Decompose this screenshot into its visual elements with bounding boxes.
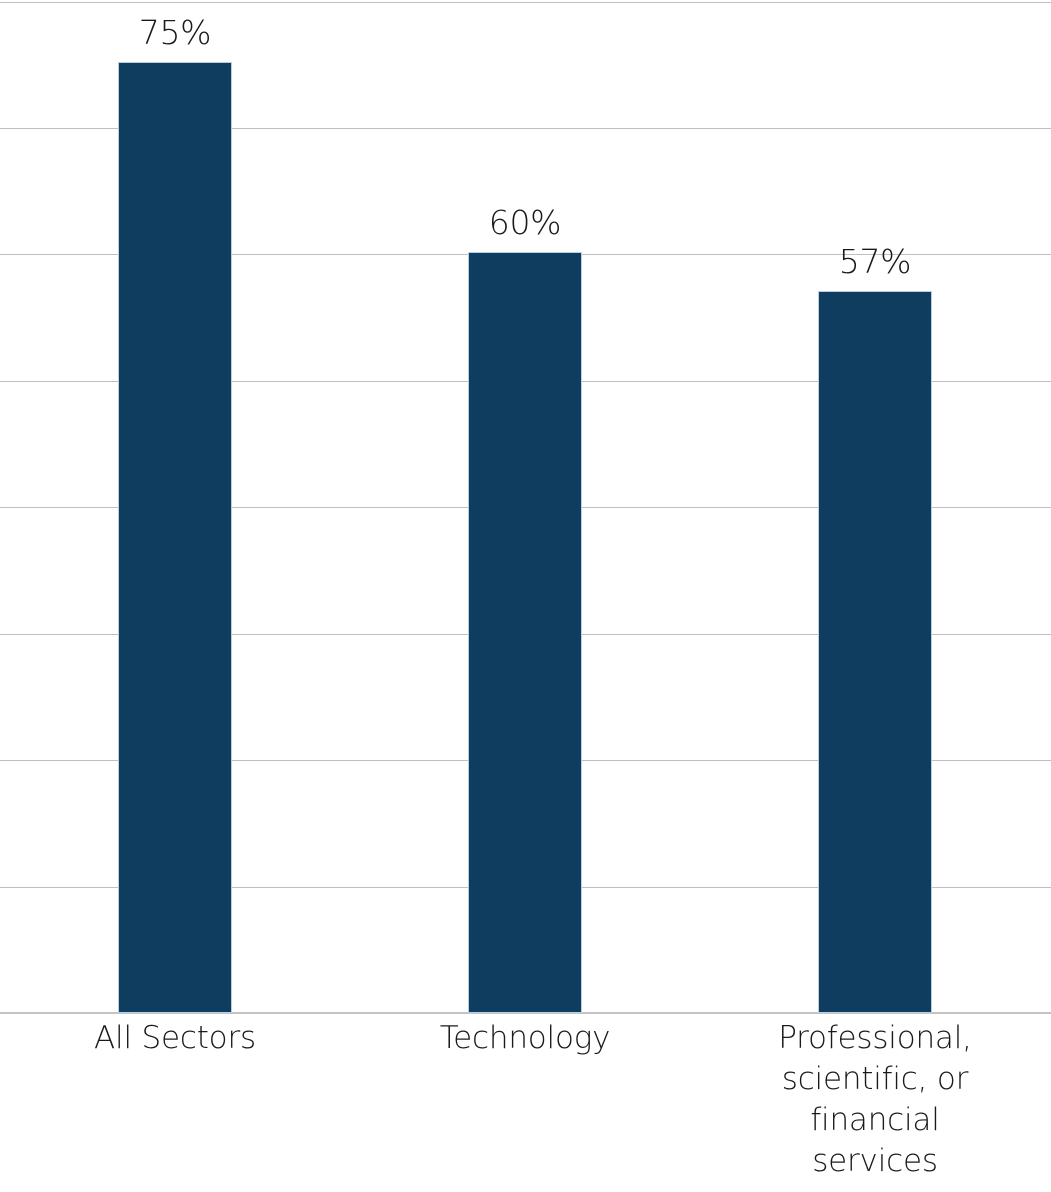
x-label-technology: Technology xyxy=(375,1018,675,1059)
bar-technology[interactable] xyxy=(468,252,582,1013)
value-label-professional-scientific-financial: 57% xyxy=(838,242,912,281)
gridline-70 xyxy=(0,128,1051,129)
x-axis-category-labels: All Sectors Technology Professional, sci… xyxy=(0,1018,1051,1192)
bars-layer xyxy=(118,62,932,1013)
x-label-professional-line-2: scientific, or xyxy=(781,1061,969,1097)
x-label-professional-line-4: services xyxy=(812,1143,938,1179)
gridline-80 xyxy=(0,2,1051,3)
value-label-all-sectors: 75% xyxy=(138,13,212,52)
bar-all-sectors[interactable] xyxy=(118,62,232,1013)
x-label-all-sectors-line-1: All Sectors xyxy=(94,1020,256,1056)
x-label-professional-scientific-financial: Professional, scientific, or financial s… xyxy=(740,1018,1010,1182)
x-label-all-sectors: All Sectors xyxy=(25,1018,325,1059)
x-label-technology-line-1: Technology xyxy=(439,1020,611,1056)
x-label-professional-line-3: financial xyxy=(810,1102,940,1138)
x-label-professional-line-1: Professional, xyxy=(778,1020,972,1056)
bar-professional-scientific-financial[interactable] xyxy=(818,291,932,1013)
value-label-technology: 60% xyxy=(488,203,562,242)
x-axis-line xyxy=(0,1012,1051,1014)
